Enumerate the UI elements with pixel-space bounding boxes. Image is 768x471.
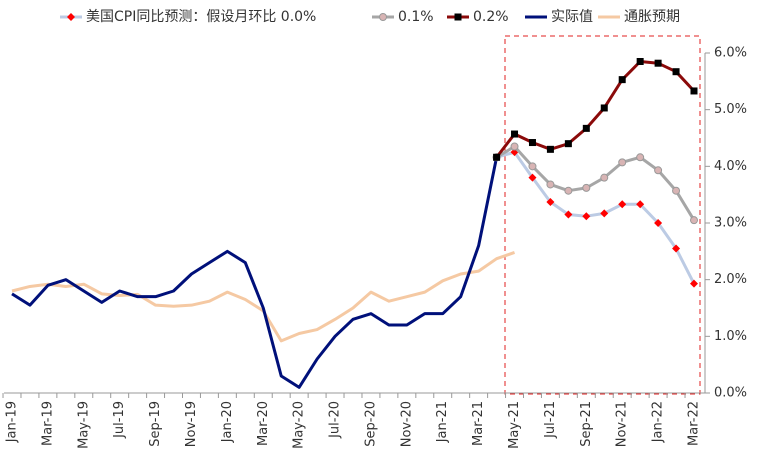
- series-line: [495, 60, 696, 159]
- point: [654, 219, 663, 227]
- series-line: [496, 150, 696, 285]
- x-tick-label: Jan-22: [651, 401, 666, 443]
- point: [564, 210, 573, 219]
- legend-label: 实际值: [551, 9, 593, 25]
- point: [618, 76, 626, 84]
- x-tick-label: Jan-20: [220, 401, 235, 443]
- point: [582, 124, 590, 132]
- point: [672, 186, 681, 195]
- point: [546, 180, 555, 189]
- point: [654, 166, 663, 175]
- point: [600, 173, 609, 182]
- x-tick-label: Jul-21: [543, 401, 558, 439]
- x-tick-label: Sep-20: [363, 401, 378, 447]
- point: [564, 186, 573, 195]
- forecast-box: [504, 35, 701, 395]
- point: [600, 104, 608, 112]
- x-tick-label: Jan-21: [435, 401, 450, 443]
- point: [618, 200, 627, 209]
- y-tick-label: 3.0%: [714, 216, 747, 231]
- point: [546, 198, 555, 207]
- point: [528, 162, 537, 171]
- point: [690, 279, 698, 288]
- x-tick-label: Nov-21: [615, 401, 630, 447]
- point: [510, 142, 519, 151]
- legend-label: 通胀预期: [624, 9, 680, 25]
- series-line: [495, 145, 696, 221]
- point: [546, 145, 554, 153]
- x-tick-label: Mar-20: [256, 401, 271, 446]
- point: [511, 130, 519, 138]
- legend-label: 0.1%: [398, 9, 434, 25]
- legend-marker: [379, 13, 387, 21]
- point: [600, 209, 609, 218]
- y-tick-label: 0.0%: [714, 386, 747, 401]
- point: [582, 183, 591, 192]
- point: [672, 244, 681, 253]
- x-tick-label: Jul-19: [112, 401, 127, 439]
- x-tick-label: Jul-20: [328, 401, 343, 439]
- x-tick-label: May-20: [292, 401, 307, 449]
- point: [690, 87, 698, 95]
- y-tick-label: 2.0%: [714, 272, 747, 287]
- x-tick-label: Jan-19: [5, 401, 20, 443]
- x-tick-label: Sep-21: [579, 401, 594, 447]
- point: [636, 58, 644, 65]
- legend-label: 0.2%: [473, 9, 509, 25]
- y-tick-label: 1.0%: [714, 329, 747, 344]
- point: [582, 212, 591, 221]
- y-tick-label: 5.0%: [714, 102, 747, 117]
- point: [636, 200, 645, 209]
- y-tick-label: 6.0%: [714, 46, 747, 61]
- legend-marker: [67, 13, 75, 21]
- x-tick-label: Sep-19: [148, 401, 163, 447]
- x-tick-label: Nov-20: [399, 401, 414, 447]
- legend-label: 美国CPI同比预测：假设月环比 0.0%: [86, 9, 316, 25]
- point: [636, 153, 645, 162]
- x-tick-label: May-21: [507, 401, 522, 449]
- point: [564, 140, 572, 148]
- x-tick-label: May-19: [76, 401, 91, 449]
- point: [528, 139, 536, 147]
- legend-marker: [454, 13, 462, 21]
- point: [618, 158, 627, 167]
- point: [528, 173, 537, 182]
- point: [672, 68, 680, 76]
- x-tick-label: Mar-19: [40, 401, 55, 446]
- point: [654, 59, 662, 67]
- series-line: [11, 251, 516, 343]
- point: [690, 216, 698, 225]
- x-tick-label: Mar-21: [471, 401, 486, 446]
- x-tick-label: Mar-22: [687, 401, 702, 446]
- x-tick-label: Nov-19: [184, 401, 199, 447]
- point: [493, 153, 501, 161]
- y-tick-label: 4.0%: [714, 159, 747, 174]
- series-line: [11, 156, 499, 389]
